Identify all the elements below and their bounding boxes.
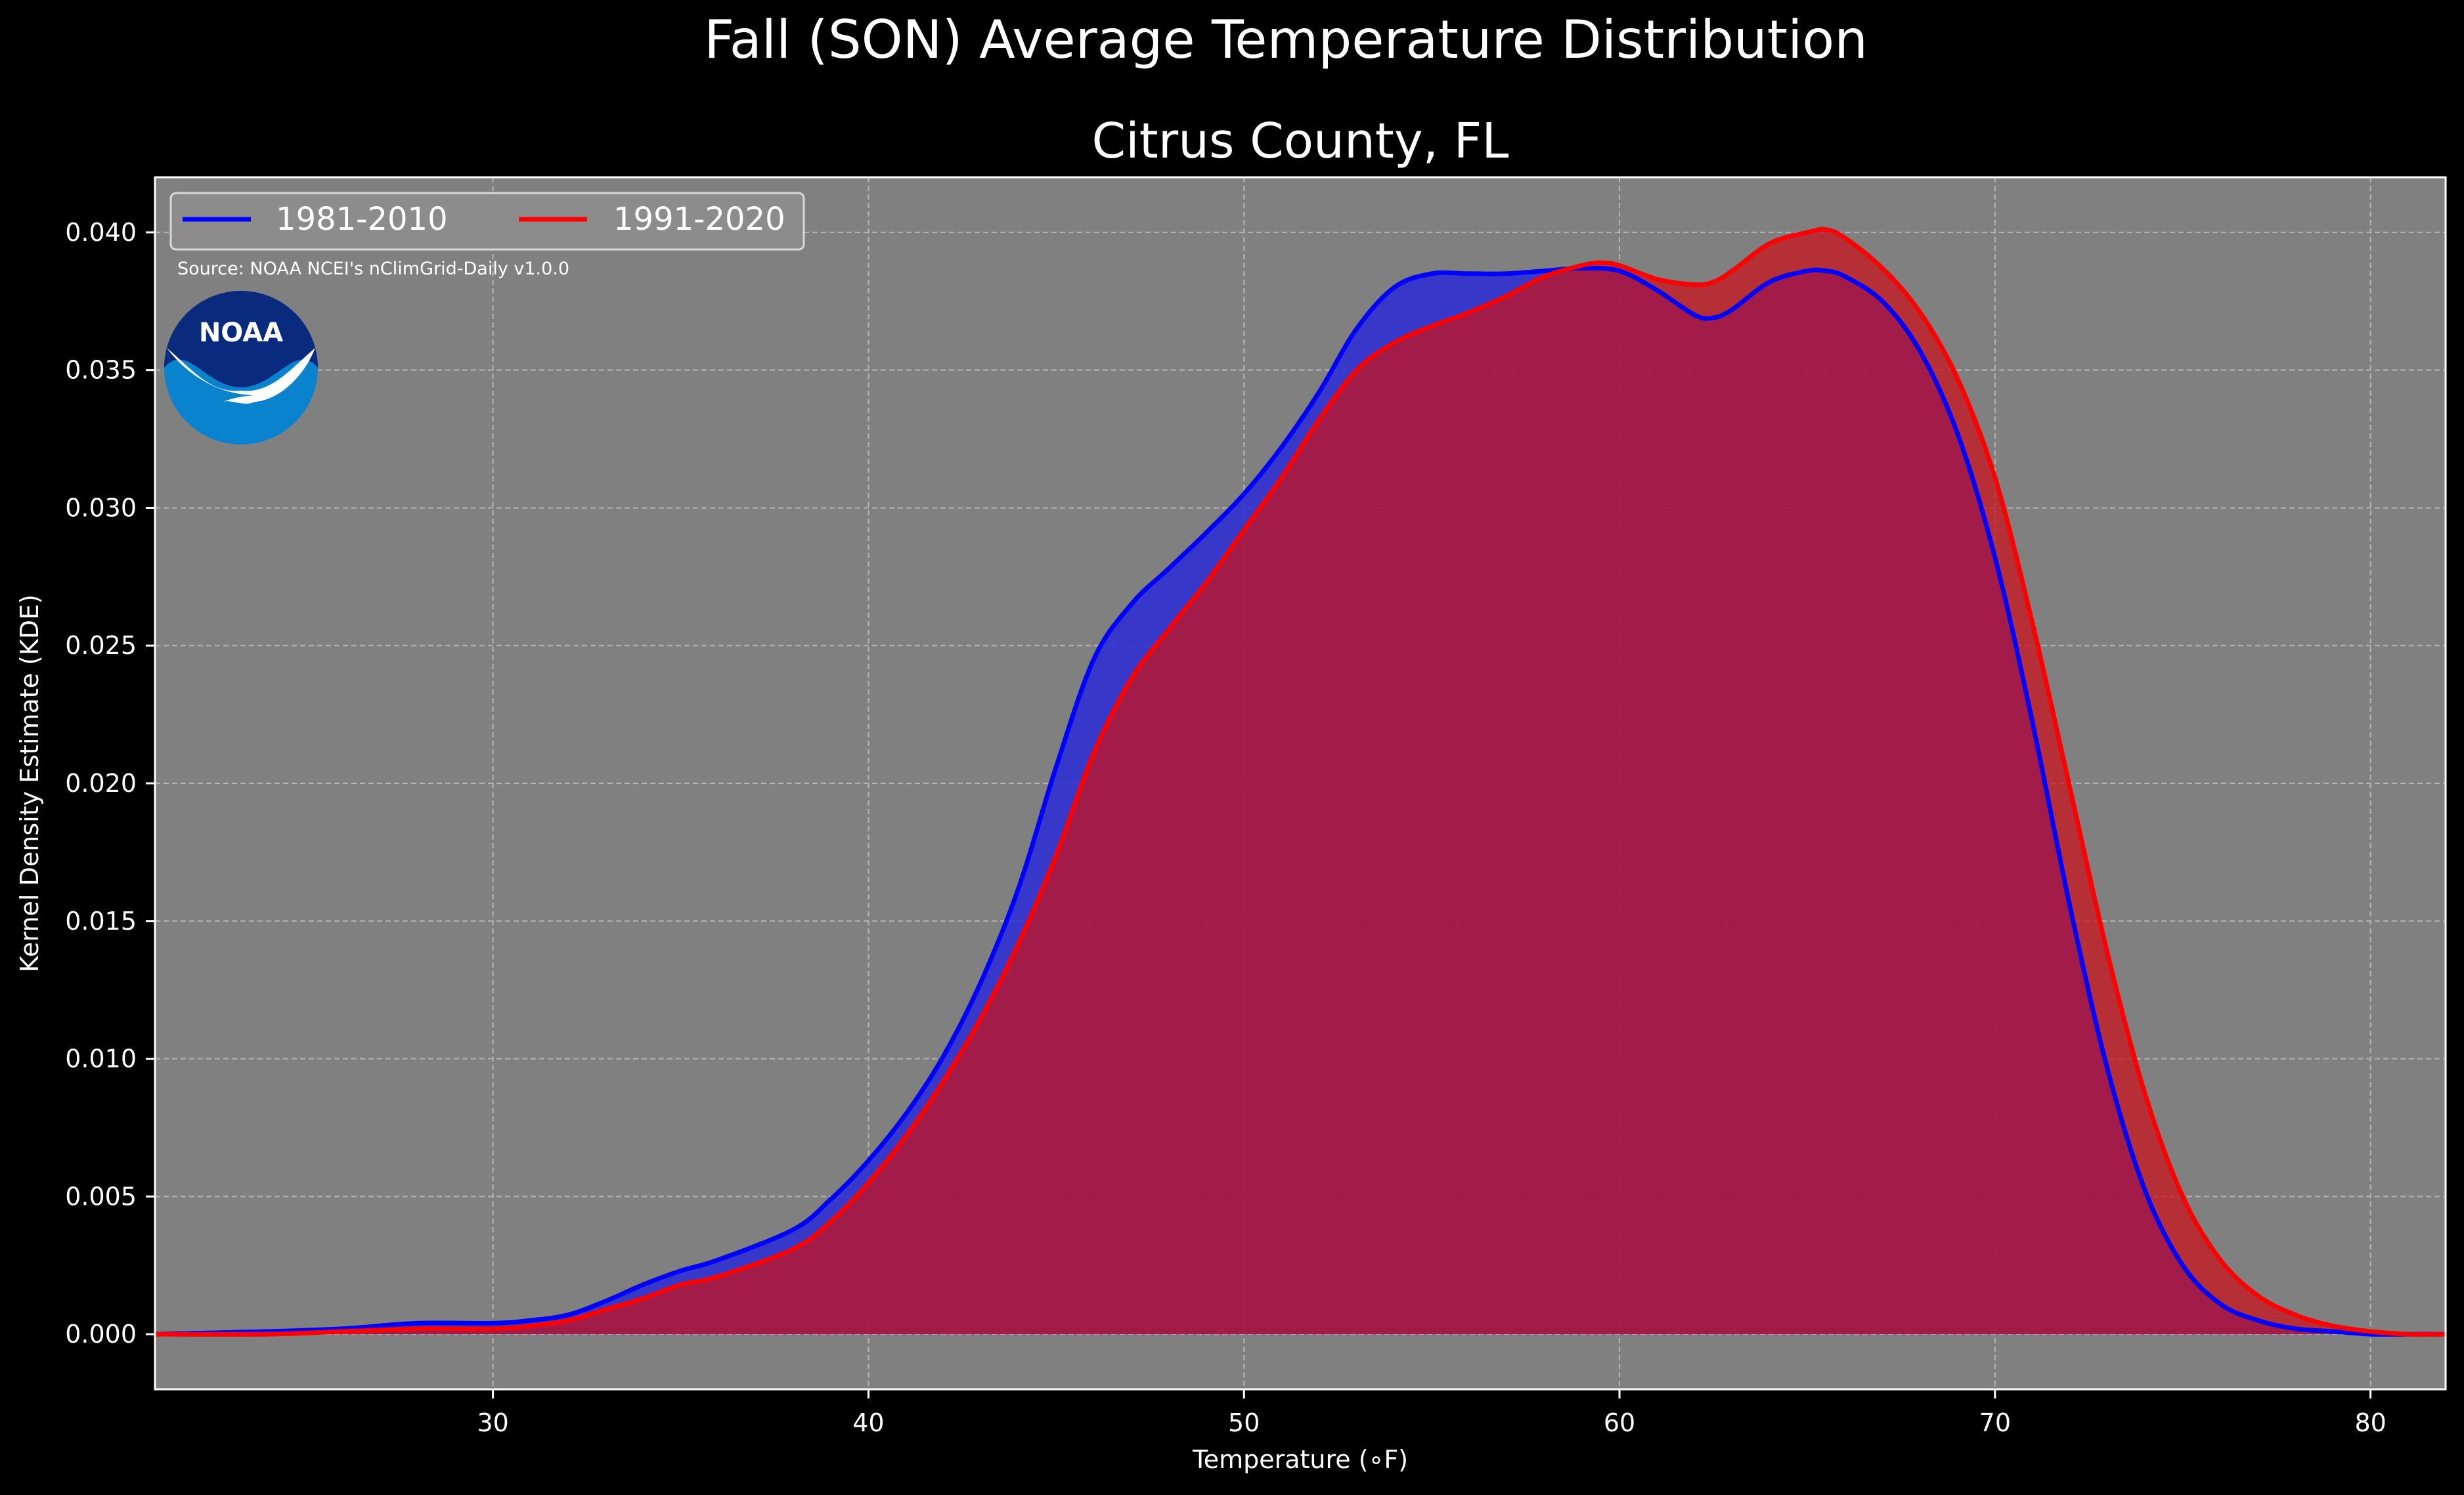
y-tick-label: 0.020 xyxy=(65,769,137,798)
kde-line-1991-2020 xyxy=(155,227,2446,1337)
kde-line-1981-2010 xyxy=(155,265,2446,1337)
kde-lines xyxy=(155,227,2446,1337)
x-axis-ticks: 30 40 50 60 70 80 xyxy=(477,1389,2387,1437)
noaa-logo-gull-icon xyxy=(167,348,315,404)
y-tick-label: 0.040 xyxy=(65,218,137,247)
y-tick-label: 0.015 xyxy=(65,907,137,936)
x-axis-label: Temperature (∘F) xyxy=(1192,1445,1408,1474)
y-tick-label: 0.035 xyxy=(65,356,137,385)
y-tick-label: 0.025 xyxy=(65,631,137,660)
y-tick-label: 0.000 xyxy=(65,1320,137,1349)
x-tick-label: 40 xyxy=(852,1408,884,1437)
x-tick-label: 60 xyxy=(1604,1408,1635,1437)
kde-fills xyxy=(155,229,2446,1335)
x-tick-label: 70 xyxy=(1979,1408,2011,1437)
x-tick-label: 30 xyxy=(477,1408,508,1437)
legend-label-1981-2010: 1981-2010 xyxy=(276,201,448,238)
source-note: Source: NOAA NCEI's nClimGrid-Daily v1.0… xyxy=(177,259,569,279)
y-axis-ticks: 0.000 0.005 0.010 0.015 0.020 0.025 0.030 0.035… xyxy=(65,218,155,1349)
x-tick-label: 50 xyxy=(1228,1408,1260,1437)
legend: 1981-2010 1991-2020 xyxy=(169,192,805,251)
y-tick-label: 0.030 xyxy=(65,493,137,522)
y-tick-label: 0.010 xyxy=(65,1045,137,1073)
noaa-logo-top-icon xyxy=(164,291,318,387)
y-axis-label: Kernel Density Estimate (KDE) xyxy=(15,594,44,972)
kde-fill-1991-2020 xyxy=(155,229,2446,1335)
x-tick-label: 80 xyxy=(2354,1408,2386,1437)
legend-frame xyxy=(169,192,805,251)
chart-title: Citrus County, FL xyxy=(1091,113,1508,169)
legend-label-1991-2020: 1991-2020 xyxy=(613,201,785,238)
y-tick-label: 0.005 xyxy=(65,1182,137,1211)
noaa-logo: NOAA xyxy=(164,291,318,444)
noaa-logo-text: NOAA xyxy=(199,318,283,348)
figure-suptitle: Fall (SON) Average Temperature Distribut… xyxy=(704,9,1868,70)
